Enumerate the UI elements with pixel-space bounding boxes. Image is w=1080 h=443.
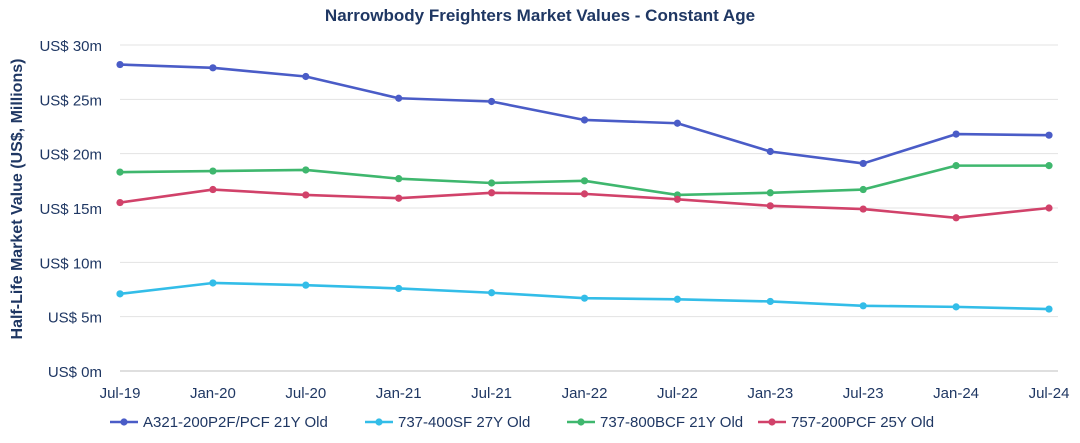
data-point <box>673 195 682 203</box>
data-point <box>952 214 960 222</box>
legend-label: A321-200P2F/PCF 21Y Old <box>143 414 328 431</box>
legend-label: 737-400SF 27Y Old <box>398 414 530 431</box>
legend-marker <box>375 418 383 426</box>
data-point <box>1045 305 1053 313</box>
data-point <box>302 72 310 81</box>
data-point <box>209 167 217 175</box>
data-point <box>395 175 403 183</box>
y-tick-label: US$ 30m <box>39 38 102 55</box>
x-tick-label: Jan-20 <box>190 385 236 402</box>
x-tick-label: Jan-21 <box>376 385 422 402</box>
data-point <box>302 281 310 289</box>
legend-label: 757-200PCF 25Y Old <box>791 414 934 431</box>
data-point <box>580 190 589 198</box>
legend-marker <box>577 418 585 426</box>
data-point <box>209 279 217 287</box>
data-point <box>766 147 774 156</box>
y-tick-label: US$ 5m <box>48 310 102 327</box>
data-point <box>116 290 124 298</box>
x-tick-label: Jul-20 <box>285 385 326 402</box>
data-point <box>302 166 310 174</box>
x-tick-label: Jul-23 <box>843 385 884 402</box>
x-tick-label: Jan-24 <box>933 385 979 402</box>
data-point <box>1045 162 1053 170</box>
data-point <box>488 97 496 106</box>
chart-title: Narrowbody Freighters Market Values - Co… <box>324 6 756 25</box>
data-point <box>302 191 310 199</box>
data-point <box>952 130 960 138</box>
y-tick-label: US$ 15m <box>39 201 102 218</box>
data-point <box>580 177 589 185</box>
data-point <box>209 185 217 194</box>
data-point <box>116 168 124 176</box>
data-point <box>1045 131 1053 139</box>
legend-marker <box>120 418 128 426</box>
y-tick-label: US$ 20m <box>39 147 102 164</box>
x-tick-label: Jul-24 <box>1029 385 1070 402</box>
legend-marker <box>768 418 776 426</box>
legend-label: 737-800BCF 21Y Old <box>600 414 743 431</box>
data-point <box>488 289 496 297</box>
x-tick-label: Jul-19 <box>100 385 141 402</box>
data-point <box>488 189 496 197</box>
data-point <box>859 205 867 213</box>
x-tick-label: Jul-21 <box>471 385 512 402</box>
data-point <box>116 60 124 69</box>
data-point <box>580 116 589 124</box>
data-point <box>766 189 774 197</box>
data-point <box>116 198 124 207</box>
y-tick-label: US$ 0m <box>48 364 102 381</box>
data-point <box>580 294 589 302</box>
data-point <box>766 202 774 210</box>
data-point <box>859 302 867 310</box>
x-tick-label: Jan-23 <box>747 385 793 402</box>
data-point <box>209 64 217 72</box>
data-point <box>766 297 774 306</box>
data-point <box>673 295 682 303</box>
y-tick-label: US$ 25m <box>39 92 102 109</box>
y-tick-label: US$ 10m <box>39 255 102 272</box>
data-point <box>673 119 682 127</box>
x-tick-label: Jul-22 <box>657 385 698 402</box>
data-point <box>395 194 403 202</box>
data-point <box>395 284 403 293</box>
data-point <box>395 94 403 102</box>
x-tick-label: Jan-22 <box>562 385 608 402</box>
series-line <box>119 63 1050 165</box>
data-point <box>1045 204 1053 212</box>
data-point <box>859 159 867 168</box>
data-point <box>952 303 960 311</box>
data-point <box>859 185 867 194</box>
data-point <box>488 179 496 187</box>
data-point <box>952 162 960 170</box>
